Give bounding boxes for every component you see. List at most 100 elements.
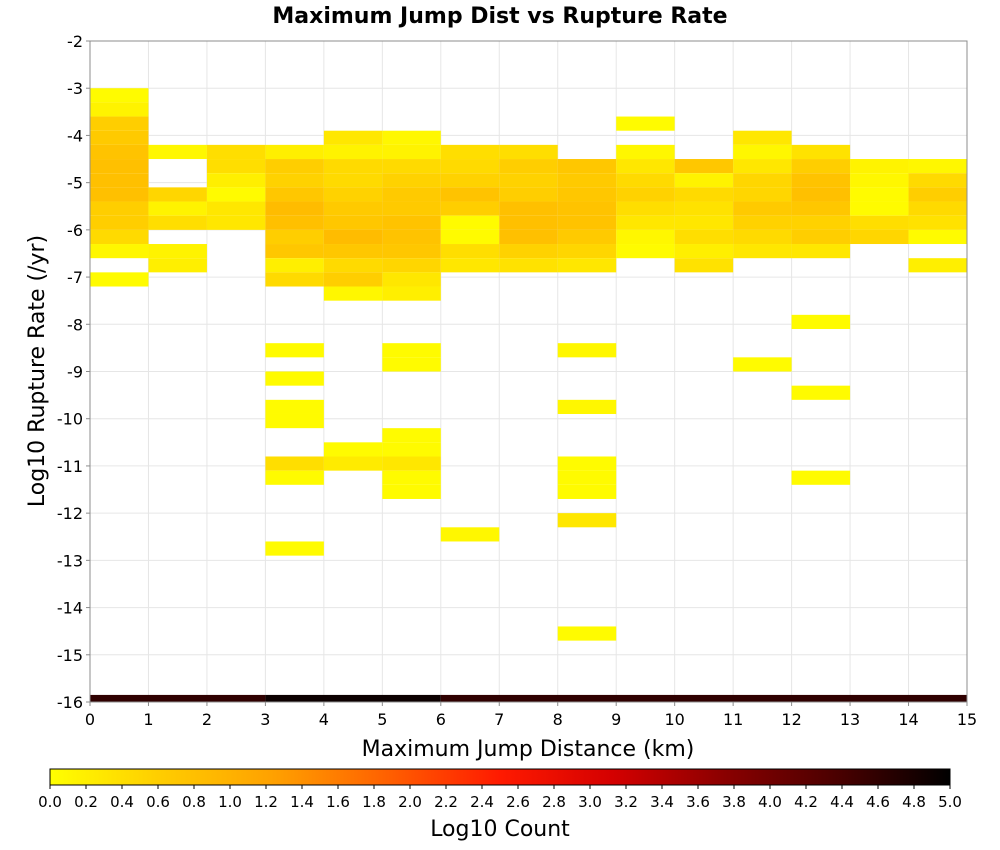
heatmap-cell	[382, 130, 441, 145]
strip-cell	[265, 694, 441, 702]
heatmap-cell	[323, 130, 383, 145]
heatmap-cell	[499, 244, 558, 259]
heatmap-cells	[90, 88, 967, 641]
heatmap-cell	[908, 201, 967, 216]
heatmap-cell	[265, 456, 324, 471]
heatmap-cell	[791, 229, 851, 245]
heatmap-cell	[90, 215, 149, 230]
heatmap-cell	[499, 258, 558, 273]
x-tick-label: 3	[260, 710, 270, 729]
heatmap-cell	[733, 144, 792, 160]
y-tick-label: -7	[67, 268, 83, 287]
y-tick-label: -4	[67, 126, 83, 145]
heatmap-cell	[557, 159, 617, 174]
heatmap-cell	[908, 215, 967, 230]
colorbar-label: Log10 Count	[430, 817, 570, 842]
heatmap-cell	[90, 159, 149, 174]
heatmap-cell	[90, 187, 149, 202]
heatmap-cell	[90, 116, 149, 131]
heatmap-cell	[674, 159, 734, 174]
heatmap-cell	[206, 187, 266, 202]
heatmap-cell	[265, 541, 324, 556]
heatmap-cell	[616, 244, 675, 259]
heatmap-cell	[557, 229, 617, 245]
heatmap-cell	[733, 159, 792, 174]
heatmap-cell	[323, 229, 383, 245]
x-tick-label: 11	[723, 710, 743, 729]
x-tick-label: 1	[143, 710, 153, 729]
heatmap-cell	[265, 159, 324, 174]
y-tick-label: -10	[57, 410, 83, 429]
heatmap-cell	[90, 229, 149, 245]
heatmap-cell	[674, 201, 734, 216]
heatmap-cell	[265, 470, 324, 485]
heatmap-cell	[674, 258, 734, 273]
heatmap-cell	[382, 187, 441, 202]
heatmap-cell	[265, 272, 324, 287]
heatmap-cell	[733, 201, 792, 216]
heatmap-cell	[323, 173, 383, 188]
heatmap-cell	[382, 470, 441, 485]
heatmap-cell	[90, 102, 149, 117]
x-tick-label: 12	[781, 710, 801, 729]
heatmap-cell	[323, 244, 383, 259]
heatmap-cell	[616, 159, 675, 174]
heatmap-cell	[499, 229, 558, 245]
heatmap-cell	[323, 187, 383, 202]
colorbar-tick-label: 5.0	[938, 793, 962, 811]
heatmap-cell	[733, 215, 792, 230]
colorbar	[49, 768, 951, 786]
colorbar-tick-label: 0.0	[38, 793, 62, 811]
heatmap-cell	[323, 442, 383, 457]
heatmap-cell	[382, 272, 441, 287]
heatmap-cell	[557, 215, 617, 230]
heatmap-cell	[616, 201, 675, 216]
heatmap-cell	[850, 229, 909, 245]
chart-title: Maximum Jump Dist vs Rupture Rate	[272, 4, 727, 29]
heatmap-cell	[382, 201, 441, 216]
heatmap-cell	[148, 215, 207, 230]
heatmap-cell	[557, 513, 617, 528]
heatmap-cell	[265, 258, 324, 273]
heatmap-cell	[499, 159, 558, 174]
heatmap-cell	[733, 229, 792, 245]
heatmap-cell	[440, 527, 500, 542]
heatmap-cell	[733, 357, 792, 372]
colorbar-tick-label: 3.2	[614, 793, 638, 811]
heatmap-cell	[382, 173, 441, 188]
y-tick-label: -13	[57, 551, 83, 570]
heatmap-cell	[148, 258, 207, 273]
heatmap-cell	[908, 229, 967, 245]
heatmap-cell	[440, 229, 500, 245]
heatmap-cell	[323, 215, 383, 230]
colorbar-tick-label: 3.4	[650, 793, 674, 811]
heatmap-cell	[382, 456, 441, 471]
colorbar-tick-label: 2.2	[434, 793, 458, 811]
heatmap-cell	[382, 159, 441, 174]
strip-cell	[440, 694, 967, 702]
heatmap-cell	[850, 201, 909, 216]
heatmap-cell	[382, 258, 441, 273]
y-tick-label: -5	[67, 174, 83, 193]
colorbar-tick-label: 2.0	[398, 793, 422, 811]
heatmap-cell	[90, 173, 149, 188]
colorbar-tick-label: 2.4	[470, 793, 494, 811]
heatmap-cell	[850, 187, 909, 202]
heatmap-cell	[90, 144, 149, 160]
heatmap-cell	[440, 201, 500, 216]
colorbar-tick-label: 0.2	[74, 793, 98, 811]
heatmap-cell	[557, 244, 617, 259]
heatmap-cell	[850, 159, 909, 174]
heatmap-cell	[265, 343, 324, 358]
heatmap-cell	[733, 173, 792, 188]
y-tick-label: -11	[57, 457, 83, 476]
heatmap-cell	[265, 187, 324, 202]
x-tick-label: 2	[202, 710, 212, 729]
y-tick-label: -9	[67, 363, 83, 382]
heatmap-cell	[791, 159, 851, 174]
x-tick-label: 6	[436, 710, 446, 729]
heatmap-cell	[148, 201, 207, 216]
heatmap-cell	[323, 456, 383, 471]
heatmap-cell	[791, 144, 851, 160]
